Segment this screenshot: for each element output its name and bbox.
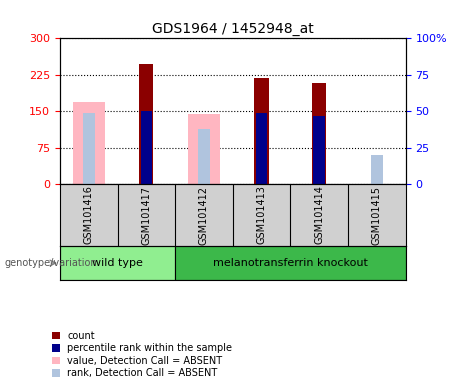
FancyBboxPatch shape bbox=[60, 246, 175, 280]
Bar bbox=[141, 111, 152, 184]
Bar bbox=[198, 129, 210, 184]
Text: GSM101416: GSM101416 bbox=[84, 185, 94, 245]
Text: GSM101415: GSM101415 bbox=[372, 185, 382, 245]
Bar bbox=[312, 83, 326, 184]
Text: GSM101414: GSM101414 bbox=[314, 185, 324, 245]
FancyBboxPatch shape bbox=[175, 246, 406, 280]
Text: melanotransferrin knockout: melanotransferrin knockout bbox=[213, 258, 368, 268]
Bar bbox=[256, 113, 267, 184]
Bar bbox=[139, 64, 154, 184]
Bar bbox=[254, 78, 269, 184]
Bar bbox=[188, 114, 220, 184]
Text: GSM101413: GSM101413 bbox=[257, 185, 266, 245]
Bar bbox=[83, 113, 95, 184]
Text: GSM101417: GSM101417 bbox=[142, 185, 151, 245]
Bar bbox=[73, 102, 105, 184]
Text: GSM101412: GSM101412 bbox=[199, 185, 209, 245]
Title: GDS1964 / 1452948_at: GDS1964 / 1452948_at bbox=[152, 22, 313, 36]
Bar bbox=[313, 116, 325, 184]
Bar bbox=[371, 155, 383, 184]
Text: genotype/variation: genotype/variation bbox=[5, 258, 97, 268]
Legend: count, percentile rank within the sample, value, Detection Call = ABSENT, rank, : count, percentile rank within the sample… bbox=[51, 330, 233, 379]
Text: wild type: wild type bbox=[92, 258, 143, 268]
